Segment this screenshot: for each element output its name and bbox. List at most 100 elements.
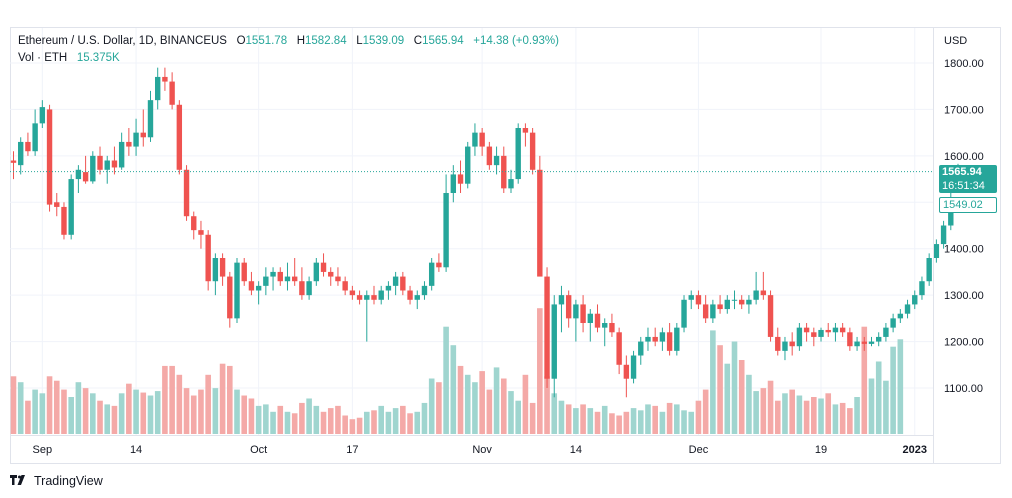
x-tick-label: Sep xyxy=(33,444,53,456)
candle-body xyxy=(68,179,74,235)
candle-body xyxy=(695,295,702,305)
candle-body xyxy=(630,355,637,379)
volume-bar xyxy=(118,393,125,434)
candle-body xyxy=(291,276,298,282)
x-tick-label: Oct xyxy=(250,444,267,456)
volume-bar xyxy=(428,378,435,434)
candle-body xyxy=(320,262,327,272)
candle-body xyxy=(868,341,875,344)
volume-bar xyxy=(356,417,363,434)
candle-body xyxy=(796,327,803,347)
volume-bar xyxy=(126,383,132,434)
candle-body xyxy=(724,299,730,310)
candle-body xyxy=(609,323,615,333)
chart-frame xyxy=(10,27,1001,464)
volume-bar xyxy=(10,376,17,434)
candle-body xyxy=(133,132,139,147)
candle-body xyxy=(717,304,723,310)
candle-body xyxy=(904,304,911,314)
candle-body xyxy=(782,341,788,351)
candle-body xyxy=(356,295,363,300)
candle-body xyxy=(32,123,38,152)
candle-body xyxy=(847,332,853,347)
candle-body xyxy=(191,216,197,231)
x-tick-label: Nov xyxy=(472,444,492,456)
volume-bar xyxy=(565,404,572,434)
candle-body xyxy=(342,281,348,291)
volume-bar xyxy=(414,411,421,434)
volume-bar xyxy=(811,397,817,434)
candle-body xyxy=(255,285,262,291)
candle-body xyxy=(169,81,175,105)
y-tick-label: 1100.00 xyxy=(944,383,983,395)
volume-bar xyxy=(897,339,904,434)
y-tick-label: 1600.00 xyxy=(944,151,984,163)
currency-label[interactable]: USD xyxy=(944,35,968,47)
legend-close-label: C xyxy=(413,35,423,47)
volume-bar xyxy=(637,410,644,434)
candle-body xyxy=(529,132,536,170)
volume-bar xyxy=(198,389,204,434)
volume-bar xyxy=(825,393,832,434)
candle-body xyxy=(10,160,17,163)
candle-body xyxy=(479,132,485,147)
volume-bar xyxy=(594,411,601,434)
candle-body xyxy=(371,295,377,300)
volume-bar xyxy=(544,376,550,434)
volume-bar xyxy=(782,393,788,434)
legend-close-value: 1565.94 xyxy=(422,35,464,47)
legend-ohlc: Ethereum / U.S. Dollar, 1D, BINANCEUS O1… xyxy=(18,35,559,47)
volume-bar xyxy=(645,404,651,434)
candle-body xyxy=(775,336,781,351)
candle-body xyxy=(54,202,60,207)
candle-body xyxy=(90,155,96,182)
volume-bar xyxy=(17,382,24,434)
x-tick-label: 14 xyxy=(130,444,142,456)
candle-body xyxy=(739,299,745,305)
volume-bar xyxy=(320,411,327,434)
volume-bar xyxy=(479,371,485,434)
volume-bar xyxy=(457,365,464,434)
volume-bar xyxy=(176,374,183,434)
volume-bar xyxy=(623,411,630,434)
legend-volume-label[interactable]: Vol · ETH xyxy=(18,52,68,64)
volume-bar xyxy=(717,345,723,434)
candle-body xyxy=(75,169,82,180)
volume-bar xyxy=(472,382,478,434)
volume-bar xyxy=(299,402,305,434)
candle-body xyxy=(803,327,810,333)
tradingview-brand[interactable]: TradingView xyxy=(34,474,103,488)
volume-bar xyxy=(162,365,168,434)
candle-body xyxy=(61,206,67,235)
volume-bar xyxy=(515,400,521,434)
legend-volume: Vol · ETH 15.375K xyxy=(18,52,120,64)
volume-bar xyxy=(630,408,637,434)
tradingview-logo-icon[interactable] xyxy=(10,475,28,487)
candle-body xyxy=(940,225,947,245)
candle-body xyxy=(558,295,565,305)
volume-bar xyxy=(205,374,211,434)
volume-bar xyxy=(183,388,190,434)
candle-body xyxy=(883,327,889,337)
candle-body xyxy=(731,299,738,301)
candle-body xyxy=(580,304,586,323)
volume-bar xyxy=(392,408,399,434)
candle-body xyxy=(897,313,904,319)
volume-bar xyxy=(39,393,46,434)
candle-body xyxy=(933,244,940,258)
volume-bar xyxy=(587,408,594,434)
candle-body xyxy=(421,285,428,296)
x-tick-label: 19 xyxy=(815,444,827,456)
volume-bar xyxy=(154,391,161,434)
candle-body xyxy=(436,262,442,268)
candle-body xyxy=(587,313,593,323)
volume-bar xyxy=(284,411,291,434)
volume-bar xyxy=(385,411,392,434)
legend-symbol[interactable]: Ethereum / U.S. Dollar, 1D, BINANCEUS xyxy=(18,35,227,47)
candle-body xyxy=(565,295,572,319)
volume-bar xyxy=(551,393,558,434)
x-tick-label: 14 xyxy=(570,444,582,456)
candle-body xyxy=(328,271,334,277)
volume-bar xyxy=(883,380,889,434)
